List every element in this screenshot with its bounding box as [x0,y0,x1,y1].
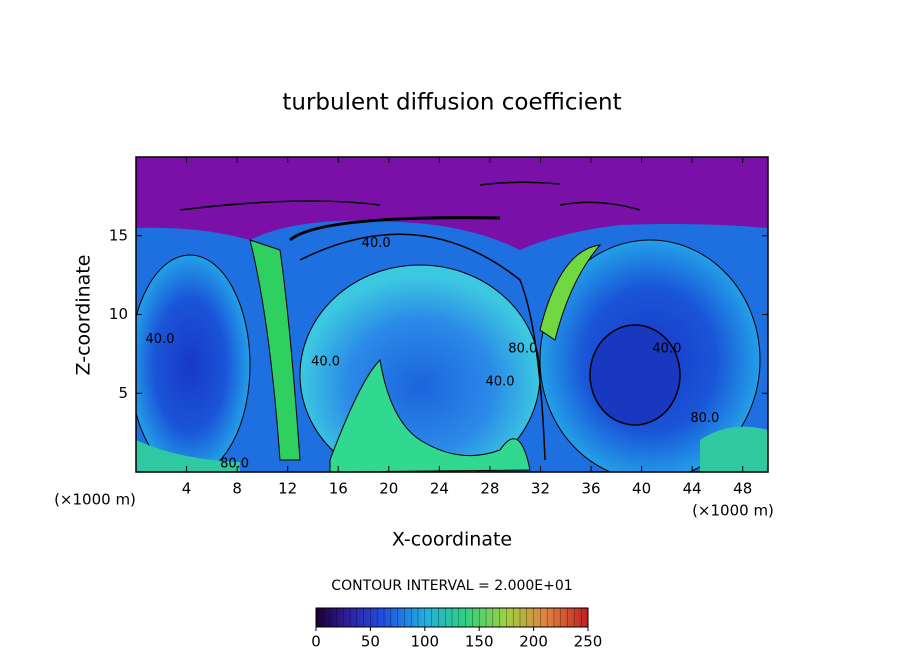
x-tick-label: 8 [232,480,242,498]
contour-interval: CONTOUR INTERVAL = 2.000E+01 [331,578,572,594]
y-tick-label: 10 [109,305,128,323]
x-tick-label: 16 [329,480,348,498]
contour-label: 40.0 [311,354,340,369]
x-tick-label: 24 [430,480,449,498]
contour-label: 80.0 [690,411,719,426]
x-unit-label: (×1000 m) [692,502,774,520]
x-unit-label: (×1000 m) [54,491,136,509]
x-tick-label: 40 [632,480,651,498]
contour-label: 40.0 [486,375,515,390]
x-tick-label: 44 [683,480,702,498]
contour-label: 40.0 [362,236,391,251]
y-axis-label: Z-coordinate [73,255,95,376]
colorbar-tick-label: 150 [465,633,494,651]
contour-label: 80.0 [508,342,537,357]
y-tick-label: 15 [109,226,128,244]
x-tick-label: 36 [581,480,600,498]
contour-label: 40.0 [652,342,681,357]
x-axis-label: X-coordinate [392,529,512,551]
contour-label: 40.0 [146,332,175,347]
colorbar-tick-label: 100 [410,633,439,651]
x-tick-label: 32 [531,480,550,498]
x-tick-label: 4 [182,480,192,498]
x-tick-label: 20 [379,480,398,498]
x-tick-label: 48 [733,480,752,498]
colorbar-tick-label: 50 [361,633,380,651]
chart-title: turbulent diffusion coefficient [282,90,621,116]
colorbar-tick-label: 200 [519,633,548,651]
contour-label: 80.0 [220,457,249,472]
y-tick-label: 5 [118,384,128,402]
x-tick-label: 28 [480,480,499,498]
field [136,157,768,472]
colorbar-tick-label: 0 [311,633,321,651]
x-tick-label: 12 [278,480,297,498]
colorbar-tick-label: 250 [574,633,603,651]
